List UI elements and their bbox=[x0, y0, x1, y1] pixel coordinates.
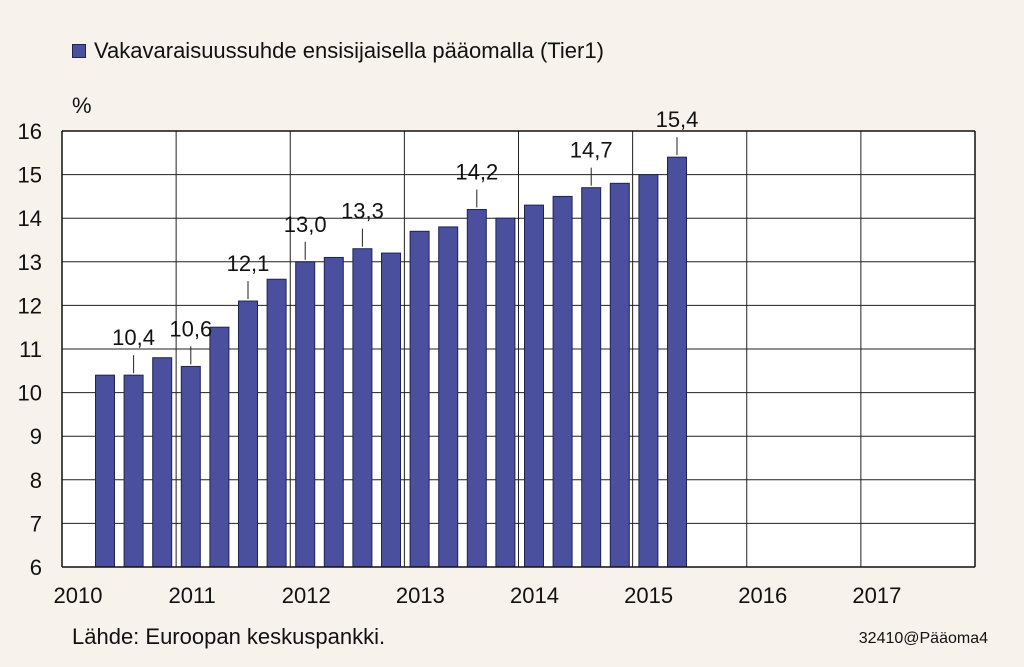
data-label: 15,4 bbox=[656, 107, 699, 132]
y-tick-label: 9 bbox=[30, 424, 42, 449]
bar bbox=[438, 226, 459, 568]
bar bbox=[638, 174, 659, 568]
bar bbox=[609, 182, 630, 568]
bar bbox=[295, 261, 316, 568]
legend-label: Vakavaraisuussuhde ensisijaisella pääoma… bbox=[94, 38, 604, 63]
legend-swatch bbox=[72, 44, 86, 58]
data-label: 14,7 bbox=[570, 138, 613, 163]
bar bbox=[266, 278, 287, 568]
data-label: 13,3 bbox=[341, 199, 384, 224]
bar bbox=[552, 195, 573, 568]
bar bbox=[352, 248, 373, 568]
data-label: 12,1 bbox=[227, 251, 270, 276]
bar bbox=[466, 208, 487, 568]
bar bbox=[409, 230, 430, 568]
legend: Vakavaraisuussuhde ensisijaisella pääoma… bbox=[72, 38, 604, 64]
bar bbox=[152, 357, 173, 568]
x-tick-label: 2015 bbox=[624, 583, 673, 608]
source-note: Lähde: Euroopan keskuspankki. bbox=[72, 624, 386, 649]
bar bbox=[209, 326, 230, 568]
bar bbox=[495, 217, 516, 568]
y-tick-label: 15 bbox=[18, 163, 42, 188]
y-tick-label: 8 bbox=[30, 468, 42, 493]
y-tick-label: 6 bbox=[30, 555, 42, 580]
y-tick-label: 13 bbox=[18, 250, 42, 275]
x-tick-label: 2014 bbox=[510, 583, 559, 608]
x-tick-label: 2012 bbox=[282, 583, 331, 608]
x-tick-label: 2016 bbox=[738, 583, 787, 608]
x-tick-label: 2011 bbox=[168, 583, 215, 608]
bar bbox=[95, 374, 115, 568]
bar bbox=[381, 252, 401, 568]
y-tick-label: 14 bbox=[18, 206, 42, 231]
bar bbox=[238, 300, 258, 568]
y-tick-label: 11 bbox=[19, 337, 42, 362]
y-tick-label: 16 bbox=[18, 119, 42, 144]
bar bbox=[323, 256, 344, 568]
x-tick-label: 2010 bbox=[54, 583, 103, 608]
y-tick-label: 7 bbox=[30, 511, 42, 536]
y-tick-label: 10 bbox=[18, 381, 42, 406]
chart-code: 32410@Pääoma4 bbox=[858, 630, 988, 647]
y-tick-label: 12 bbox=[18, 293, 42, 318]
bar bbox=[524, 204, 544, 568]
bar bbox=[180, 365, 201, 568]
y-unit-label: % bbox=[72, 93, 92, 118]
bar bbox=[123, 374, 144, 568]
x-tick-label: 2017 bbox=[852, 583, 901, 608]
bar bbox=[581, 187, 602, 568]
data-label: 10,6 bbox=[169, 316, 212, 341]
data-label: 14,2 bbox=[455, 159, 498, 184]
data-label: 13,0 bbox=[284, 212, 327, 237]
x-tick-label: 2013 bbox=[396, 583, 445, 608]
data-label: 10,4 bbox=[112, 325, 155, 350]
bar bbox=[667, 156, 687, 568]
